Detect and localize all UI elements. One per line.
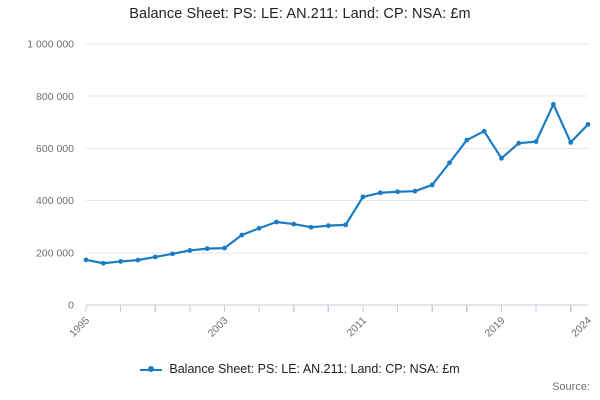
data-point-marker (447, 160, 452, 166)
data-point-marker (187, 248, 193, 253)
x-axis-tick-labels: 1995 2003 2011 2019 2024 (67, 315, 594, 340)
data-point-marker (377, 190, 383, 196)
data-point-marker (412, 188, 418, 194)
data-point-marker (100, 260, 106, 266)
data-series-group (83, 101, 591, 266)
y-axis-tick-labels: 1 000 000 800 000 600 000 400 000 200 000 0 (27, 39, 74, 312)
data-point-marker (429, 182, 435, 188)
x-axis-tick-label: 2003 (206, 315, 231, 340)
data-point-marker (135, 257, 141, 263)
data-point-marker (360, 194, 366, 200)
data-point-marker (83, 257, 89, 263)
y-axis-tick-label: 200 000 (36, 247, 74, 259)
y-axis-tick-label: 0 (68, 300, 74, 312)
data-point-marker (533, 139, 539, 145)
data-point-marker (516, 140, 522, 146)
data-point-marker (274, 219, 279, 225)
data-point-marker (170, 251, 175, 257)
chart-title: Balance Sheet: PS: LE: AN.211: Land: CP:… (129, 6, 471, 22)
data-point-marker (481, 128, 487, 134)
data-point-marker (152, 254, 158, 260)
gridlines-group (86, 43, 588, 254)
data-point-marker (118, 259, 124, 264)
x-axis-tick-label: 2024 (569, 315, 594, 340)
x-axis-line-group (85, 304, 588, 312)
data-point-marker (343, 222, 349, 228)
data-point-marker (204, 246, 210, 252)
data-point-marker (550, 101, 556, 107)
series-line (84, 103, 590, 265)
data-point-marker (308, 224, 314, 230)
y-axis-tick-label: 600 000 (36, 143, 74, 155)
y-axis-tick-label: 800 000 (36, 91, 74, 103)
data-point-marker (239, 232, 245, 238)
chart-legend: Balance Sheet: PS: LE: AN.211: Land: CP:… (0, 362, 600, 376)
y-axis-tick-label: 400 000 (36, 195, 74, 207)
legend-item-label: Balance Sheet: PS: LE: AN.211: Land: CP:… (169, 362, 460, 376)
y-axis-tick-label: 1 000 000 (27, 39, 74, 51)
data-point-marker (256, 225, 262, 231)
data-point-marker (395, 189, 400, 195)
data-point-marker (585, 121, 591, 127)
x-axis-tick-label: 1995 (67, 315, 92, 340)
data-point-marker (291, 221, 297, 227)
data-point-marker (464, 137, 470, 143)
source-label: Source: (552, 381, 590, 393)
data-point-marker (325, 223, 331, 229)
data-point-marker (568, 140, 574, 145)
data-point-marker (222, 245, 227, 251)
x-axis-tick-label: 2019 (483, 315, 508, 340)
x-axis-tick-label: 2011 (345, 315, 370, 340)
data-point-marker (499, 155, 504, 161)
legend-color-swatch (140, 364, 163, 375)
